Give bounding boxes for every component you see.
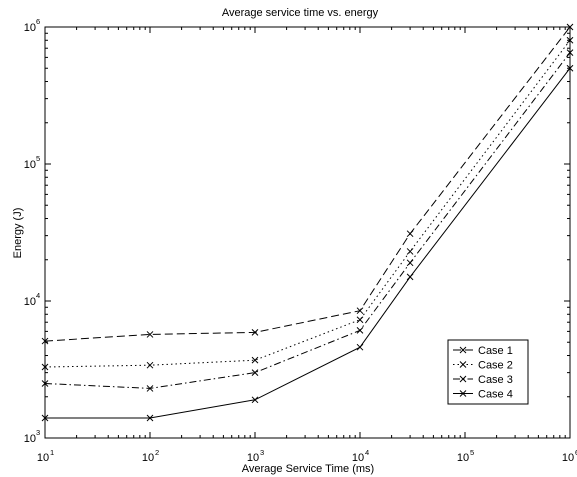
marker-stroke <box>356 316 364 324</box>
data-point-marker <box>146 414 154 422</box>
data-point-marker <box>41 363 49 371</box>
data-point-marker <box>566 36 574 44</box>
legend-marker-stroke <box>459 375 467 383</box>
legend: Case 1 Case 2 Case 3 Case 4 <box>447 339 529 405</box>
x-tick-label: 10 <box>142 452 154 464</box>
marker-stroke <box>406 248 414 255</box>
y-tick-exponent: 3 <box>36 428 40 437</box>
data-point-marker <box>251 396 259 404</box>
legend-marker-stroke <box>459 346 467 354</box>
marker-stroke <box>406 273 414 281</box>
x-tick-exponent: 3 <box>260 448 264 457</box>
marker-stroke <box>251 396 259 404</box>
legend-label: Case 4 <box>478 389 513 401</box>
marker-stroke <box>146 385 154 392</box>
marker-stroke <box>566 36 574 44</box>
series-line-case-1 <box>44 26 571 342</box>
legend-marker-stroke <box>459 361 467 368</box>
marker-stroke <box>356 327 364 334</box>
data-point-marker <box>251 329 259 336</box>
legend-label: Case 3 <box>478 374 513 386</box>
marker-stroke <box>146 331 154 338</box>
series-line-case-4 <box>45 67 571 419</box>
y-tick-label: 10 <box>24 22 36 34</box>
y-tick-label: 10 <box>24 296 36 308</box>
marker-stroke <box>146 361 154 369</box>
y-tick-exponent: 5 <box>36 154 40 163</box>
data-point-marker <box>406 259 414 267</box>
legend-label: Case 2 <box>478 360 513 372</box>
legend-marker-stroke <box>459 390 467 397</box>
data-point-marker <box>146 361 154 369</box>
x-tick-exponent: 1 <box>50 448 54 457</box>
legend-label: Case 1 <box>478 345 513 357</box>
data-point-marker <box>146 331 154 338</box>
data-point-marker <box>566 64 574 72</box>
data-point-marker <box>146 385 154 392</box>
data-point-marker <box>251 369 259 376</box>
data-point-marker <box>356 343 364 351</box>
series-line-case-2 <box>44 39 571 368</box>
y-tick-exponent: 6 <box>36 17 40 26</box>
x-tick-label: 10 <box>37 452 49 464</box>
data-point-marker <box>566 23 574 31</box>
marker-stroke <box>566 23 574 31</box>
marker-stroke <box>251 329 259 336</box>
data-point-marker <box>41 337 49 345</box>
marker-stroke <box>251 356 259 364</box>
data-point-marker <box>406 230 414 238</box>
data-point-marker <box>251 356 259 364</box>
marker-stroke <box>41 380 49 387</box>
x-tick-exponent: 2 <box>155 448 159 457</box>
y-axis-label: Energy (J) <box>12 208 24 259</box>
data-point-marker <box>406 273 414 281</box>
data-point-marker <box>356 316 364 324</box>
series-line-case-3 <box>44 52 571 389</box>
chart-title: Average service time vs. energy <box>222 7 379 19</box>
marker-stroke <box>41 363 49 371</box>
marker-stroke <box>356 307 364 315</box>
marker-stroke <box>41 337 49 345</box>
y-tick-label: 10 <box>24 433 36 445</box>
data-point-marker <box>356 307 364 315</box>
marker-stroke <box>566 49 574 56</box>
data-point-marker <box>406 248 414 255</box>
data-point-marker <box>41 380 49 387</box>
data-point-marker <box>566 49 574 56</box>
x-tick-label: 10 <box>562 452 574 464</box>
data-point-marker <box>356 327 364 334</box>
x-tick-label: 10 <box>247 452 259 464</box>
x-tick-exponent: 4 <box>365 448 369 457</box>
x-tick-label: 10 <box>352 452 364 464</box>
marker-stroke <box>356 343 364 351</box>
marker-stroke <box>146 414 154 422</box>
series-layer <box>41 23 574 422</box>
x-tick-exponent: 5 <box>470 448 474 457</box>
marker-stroke <box>41 414 49 422</box>
marker-stroke <box>566 64 574 72</box>
marker-stroke <box>406 259 414 267</box>
y-tick-label: 10 <box>24 159 36 171</box>
marker-stroke <box>251 369 259 376</box>
x-axis-label: Average Service Time (ms) <box>242 463 374 475</box>
data-point-marker <box>41 414 49 422</box>
marker-stroke <box>406 230 414 238</box>
x-tick-label: 10 <box>457 452 469 464</box>
x-axis-ticks: 101102103104105106 <box>37 27 577 464</box>
x-tick-exponent: 6 <box>575 448 577 457</box>
y-tick-exponent: 4 <box>36 291 40 300</box>
